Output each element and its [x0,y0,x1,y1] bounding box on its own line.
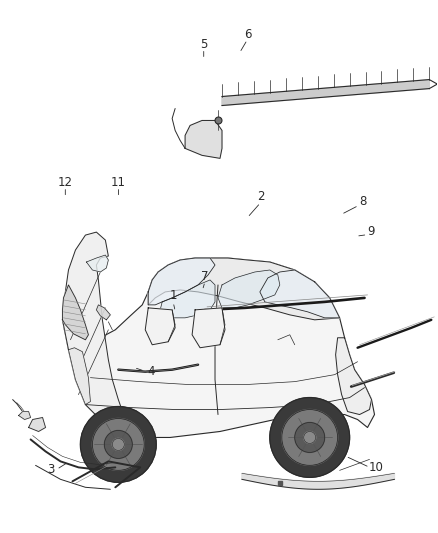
Polygon shape [148,258,215,305]
Polygon shape [68,348,90,405]
Polygon shape [336,338,371,415]
Circle shape [92,418,144,470]
Circle shape [282,409,338,465]
Text: 5: 5 [200,38,208,51]
Text: 7: 7 [201,270,209,282]
Polygon shape [222,79,429,106]
Text: 6: 6 [244,28,251,41]
Text: 8: 8 [360,195,367,208]
Polygon shape [148,258,339,320]
Text: 4: 4 [148,365,155,378]
Text: 9: 9 [367,225,374,238]
Polygon shape [260,270,339,318]
Text: 2: 2 [257,190,264,203]
Circle shape [81,407,156,482]
Text: 11: 11 [111,176,126,189]
Polygon shape [242,473,395,489]
Circle shape [104,431,132,458]
Polygon shape [218,270,280,308]
Polygon shape [185,120,222,158]
Polygon shape [63,258,374,438]
Polygon shape [63,285,88,340]
Polygon shape [192,308,225,348]
Polygon shape [19,411,31,419]
Polygon shape [96,305,110,320]
Text: 10: 10 [369,461,384,474]
Circle shape [270,398,350,478]
Polygon shape [86,255,108,272]
Text: 3: 3 [47,463,55,476]
Circle shape [112,439,124,450]
Text: 1: 1 [170,289,177,302]
Polygon shape [28,417,46,432]
Polygon shape [63,232,130,438]
Text: 12: 12 [58,176,73,189]
Polygon shape [145,308,175,345]
Circle shape [304,432,316,443]
Circle shape [295,423,325,453]
Polygon shape [160,280,215,318]
